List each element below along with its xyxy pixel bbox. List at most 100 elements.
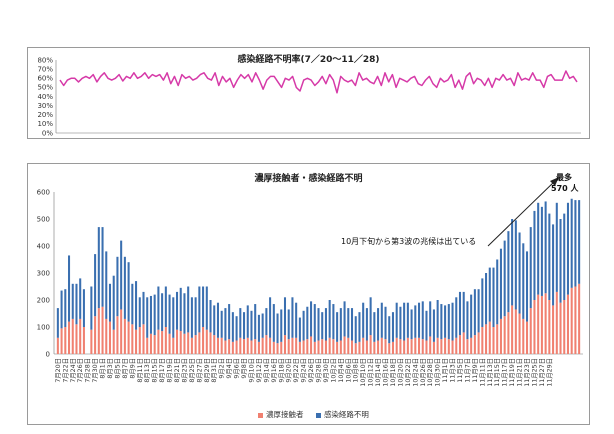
bar-close-contact xyxy=(552,305,555,354)
bar-close-contact xyxy=(485,324,488,354)
bar-unknown-route xyxy=(205,286,208,330)
bar-close-contact xyxy=(403,340,406,354)
bar-close-contact xyxy=(82,327,85,354)
bar-unknown-route xyxy=(458,291,462,336)
bar-close-contact xyxy=(190,337,193,354)
bar-unknown-route xyxy=(540,206,543,296)
bar-close-contact xyxy=(507,312,510,354)
bar-close-contact xyxy=(213,335,216,354)
bar-close-contact xyxy=(291,337,294,354)
bar-unknown-route xyxy=(525,251,529,322)
bar-close-contact xyxy=(488,321,491,354)
bar-close-contact xyxy=(499,318,502,354)
bar-close-contact xyxy=(559,302,562,354)
bar-unknown-route xyxy=(228,304,231,340)
bar-close-contact xyxy=(276,343,279,354)
bar-unknown-route xyxy=(265,308,268,336)
x-tick-label: 11月19日 xyxy=(508,358,516,387)
bar-close-contact xyxy=(466,339,469,354)
bar-unknown-route xyxy=(380,302,383,338)
y-tick-label: 300 xyxy=(37,269,50,277)
y-tick-label: 100 xyxy=(37,323,50,331)
y-tick-label: 10% xyxy=(37,120,53,128)
bar-unknown-route xyxy=(90,286,93,330)
bar-unknown-route xyxy=(123,256,126,319)
bar-unknown-route xyxy=(276,313,279,344)
y-tick-label: 0 xyxy=(46,350,50,358)
x-tick-label: 11月3日 xyxy=(449,358,457,383)
bar-unknown-route xyxy=(511,219,514,306)
bar-close-contact xyxy=(414,337,417,354)
x-tick-label: 9月6日 xyxy=(233,358,241,379)
y-tick-label: 500 xyxy=(37,215,50,223)
bar-close-contact xyxy=(205,329,208,354)
bar-unknown-route xyxy=(544,201,547,294)
x-tick-label: 11月5日 xyxy=(456,358,464,383)
bar-close-contact xyxy=(280,341,283,354)
bar-close-contact xyxy=(265,335,268,354)
bar-unknown-route xyxy=(243,312,246,340)
bar-close-contact xyxy=(406,337,409,354)
bar-unknown-route xyxy=(496,259,499,325)
x-tick-label: 7月22日 xyxy=(61,358,69,383)
bar-unknown-route xyxy=(302,310,305,341)
bar-close-contact xyxy=(447,339,450,354)
bar-unknown-route xyxy=(149,295,152,334)
bar-close-contact xyxy=(135,329,138,354)
bar-unknown-route xyxy=(269,297,272,338)
bar-unknown-route xyxy=(328,300,331,338)
bar-unknown-route xyxy=(209,300,212,333)
bar-close-contact xyxy=(473,335,476,354)
bar-unknown-route xyxy=(94,254,97,317)
bar-close-contact xyxy=(131,324,134,354)
bar-close-contact xyxy=(108,321,112,354)
bar-unknown-route xyxy=(395,302,398,338)
bar-close-contact xyxy=(75,324,78,354)
bar-close-contact xyxy=(250,340,253,354)
bar-close-contact xyxy=(362,337,365,354)
trend-arrow-head xyxy=(550,177,559,186)
bar-unknown-route xyxy=(183,293,186,334)
bar-unknown-route xyxy=(64,289,67,327)
bar-unknown-route xyxy=(56,308,59,338)
bar-unknown-route xyxy=(108,283,112,322)
bar-close-contact xyxy=(566,294,569,354)
bar-close-contact xyxy=(350,340,354,354)
bar-unknown-route xyxy=(507,231,510,313)
x-tick-label: 9月14日 xyxy=(262,358,270,383)
bar-unknown-route xyxy=(172,297,175,338)
bar-unknown-route xyxy=(235,316,238,341)
x-tick-label: 11月15日 xyxy=(493,358,501,387)
y-tick-label: 30% xyxy=(37,102,53,110)
bar-unknown-route xyxy=(306,306,309,340)
bar-close-contact xyxy=(436,337,439,354)
bar-unknown-route xyxy=(120,240,123,310)
bar-close-contact xyxy=(429,336,432,354)
x-tick-label: 10月22日 xyxy=(404,358,412,387)
bar-unknown-route xyxy=(388,316,391,344)
bar-close-contact xyxy=(321,339,324,354)
x-tick-label: 10月4日 xyxy=(337,358,345,383)
bar-close-contact xyxy=(243,339,246,354)
chart-title: 感染経路不明率(7／20～11／28) xyxy=(237,55,380,65)
bar-close-contact xyxy=(161,331,164,354)
bar-close-contact xyxy=(172,337,175,354)
bar-close-contact xyxy=(525,321,529,354)
series-line xyxy=(59,70,578,94)
bar-unknown-route xyxy=(377,308,380,341)
x-tick-label: 9月8日 xyxy=(240,358,248,379)
x-tick-label: 8月7日 xyxy=(121,358,129,379)
bar-close-contact xyxy=(537,294,540,354)
bar-close-contact xyxy=(168,333,171,354)
bar-unknown-route xyxy=(365,308,368,341)
bar-unknown-route xyxy=(101,227,104,307)
x-tick-label: 9月10日 xyxy=(248,358,256,383)
bar-unknown-route xyxy=(455,297,458,338)
bar-unknown-route xyxy=(362,302,365,338)
bar-unknown-route xyxy=(220,310,223,338)
bar-unknown-route xyxy=(470,294,473,338)
bar-unknown-route xyxy=(146,297,149,338)
bar-close-contact xyxy=(481,327,484,354)
x-tick-label: 7月20日 xyxy=(54,358,62,383)
bar-close-contact xyxy=(354,343,357,354)
